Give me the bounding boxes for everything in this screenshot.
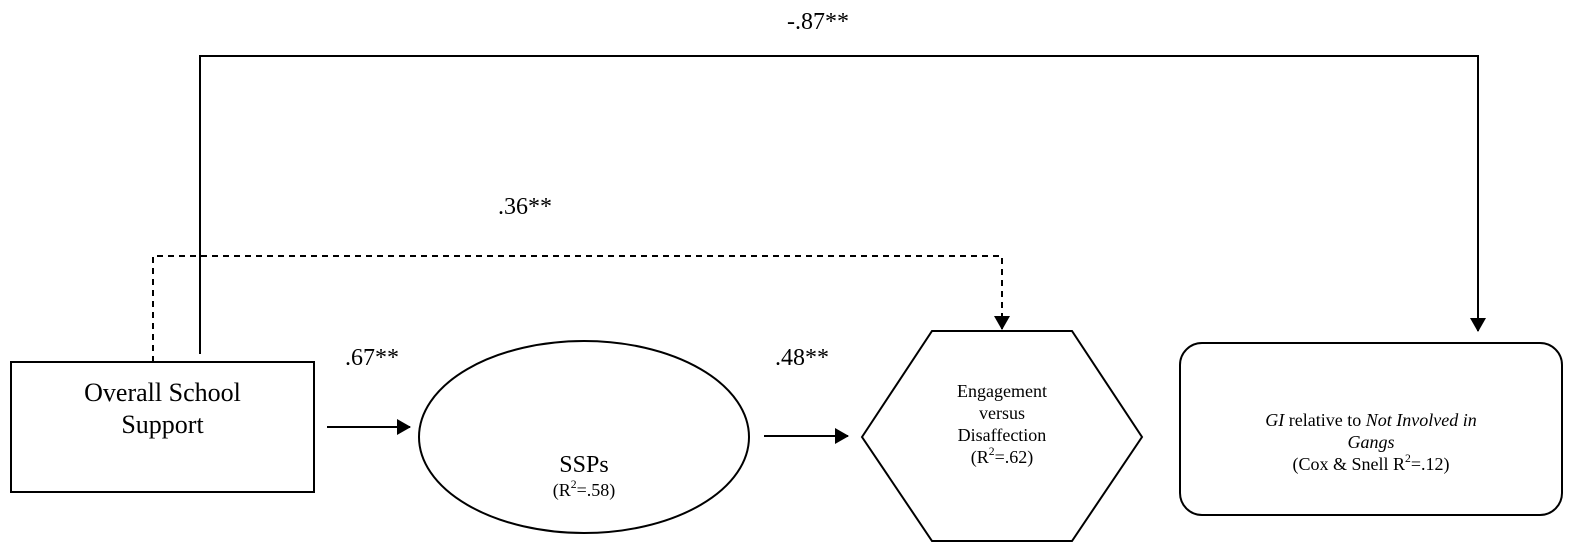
school-support-line2: Support	[121, 410, 204, 439]
gi-line2: Gangs	[1347, 432, 1395, 452]
coef-school-to-ssps: .67**	[345, 345, 399, 371]
engagement-label: Engagement versus Disaffection (R2=.62)	[922, 380, 1082, 468]
gi-label: GI relative to Not Involved in Gangs (Co…	[1180, 409, 1562, 475]
engagement-hexagon	[860, 330, 1144, 542]
engagement-line2: versus	[979, 403, 1025, 423]
gi-line1: GI relative to Not Involved in	[1265, 410, 1477, 430]
engagement-line3: Disaffection	[957, 425, 1047, 445]
coef-school-to-engagement: .36**	[498, 194, 552, 220]
ssps-title: SSPs	[559, 452, 609, 478]
school-support-label: Overall School Support	[11, 377, 314, 441]
engagement-line1: Engagement	[957, 381, 1047, 401]
gi-rounded-box	[1179, 342, 1563, 516]
path-school-to-engagement-line	[152, 255, 1010, 362]
coef-ssps-to-engagement: .48**	[775, 345, 829, 371]
ssps-ellipse	[418, 340, 750, 534]
path-school-to-gi-line	[199, 55, 1486, 354]
school-support-line1: Overall School	[84, 378, 241, 407]
school-support-box	[10, 361, 315, 493]
ssps-label: SSPs (R2=.58)	[419, 451, 749, 501]
ssps-r2: (R2=.58)	[552, 477, 616, 500]
gi-r2: (Cox & Snell R2=.12)	[1292, 451, 1450, 474]
engagement-r2: (R2=.62)	[970, 444, 1034, 467]
coef-school-to-gi: -.87**	[787, 9, 849, 35]
